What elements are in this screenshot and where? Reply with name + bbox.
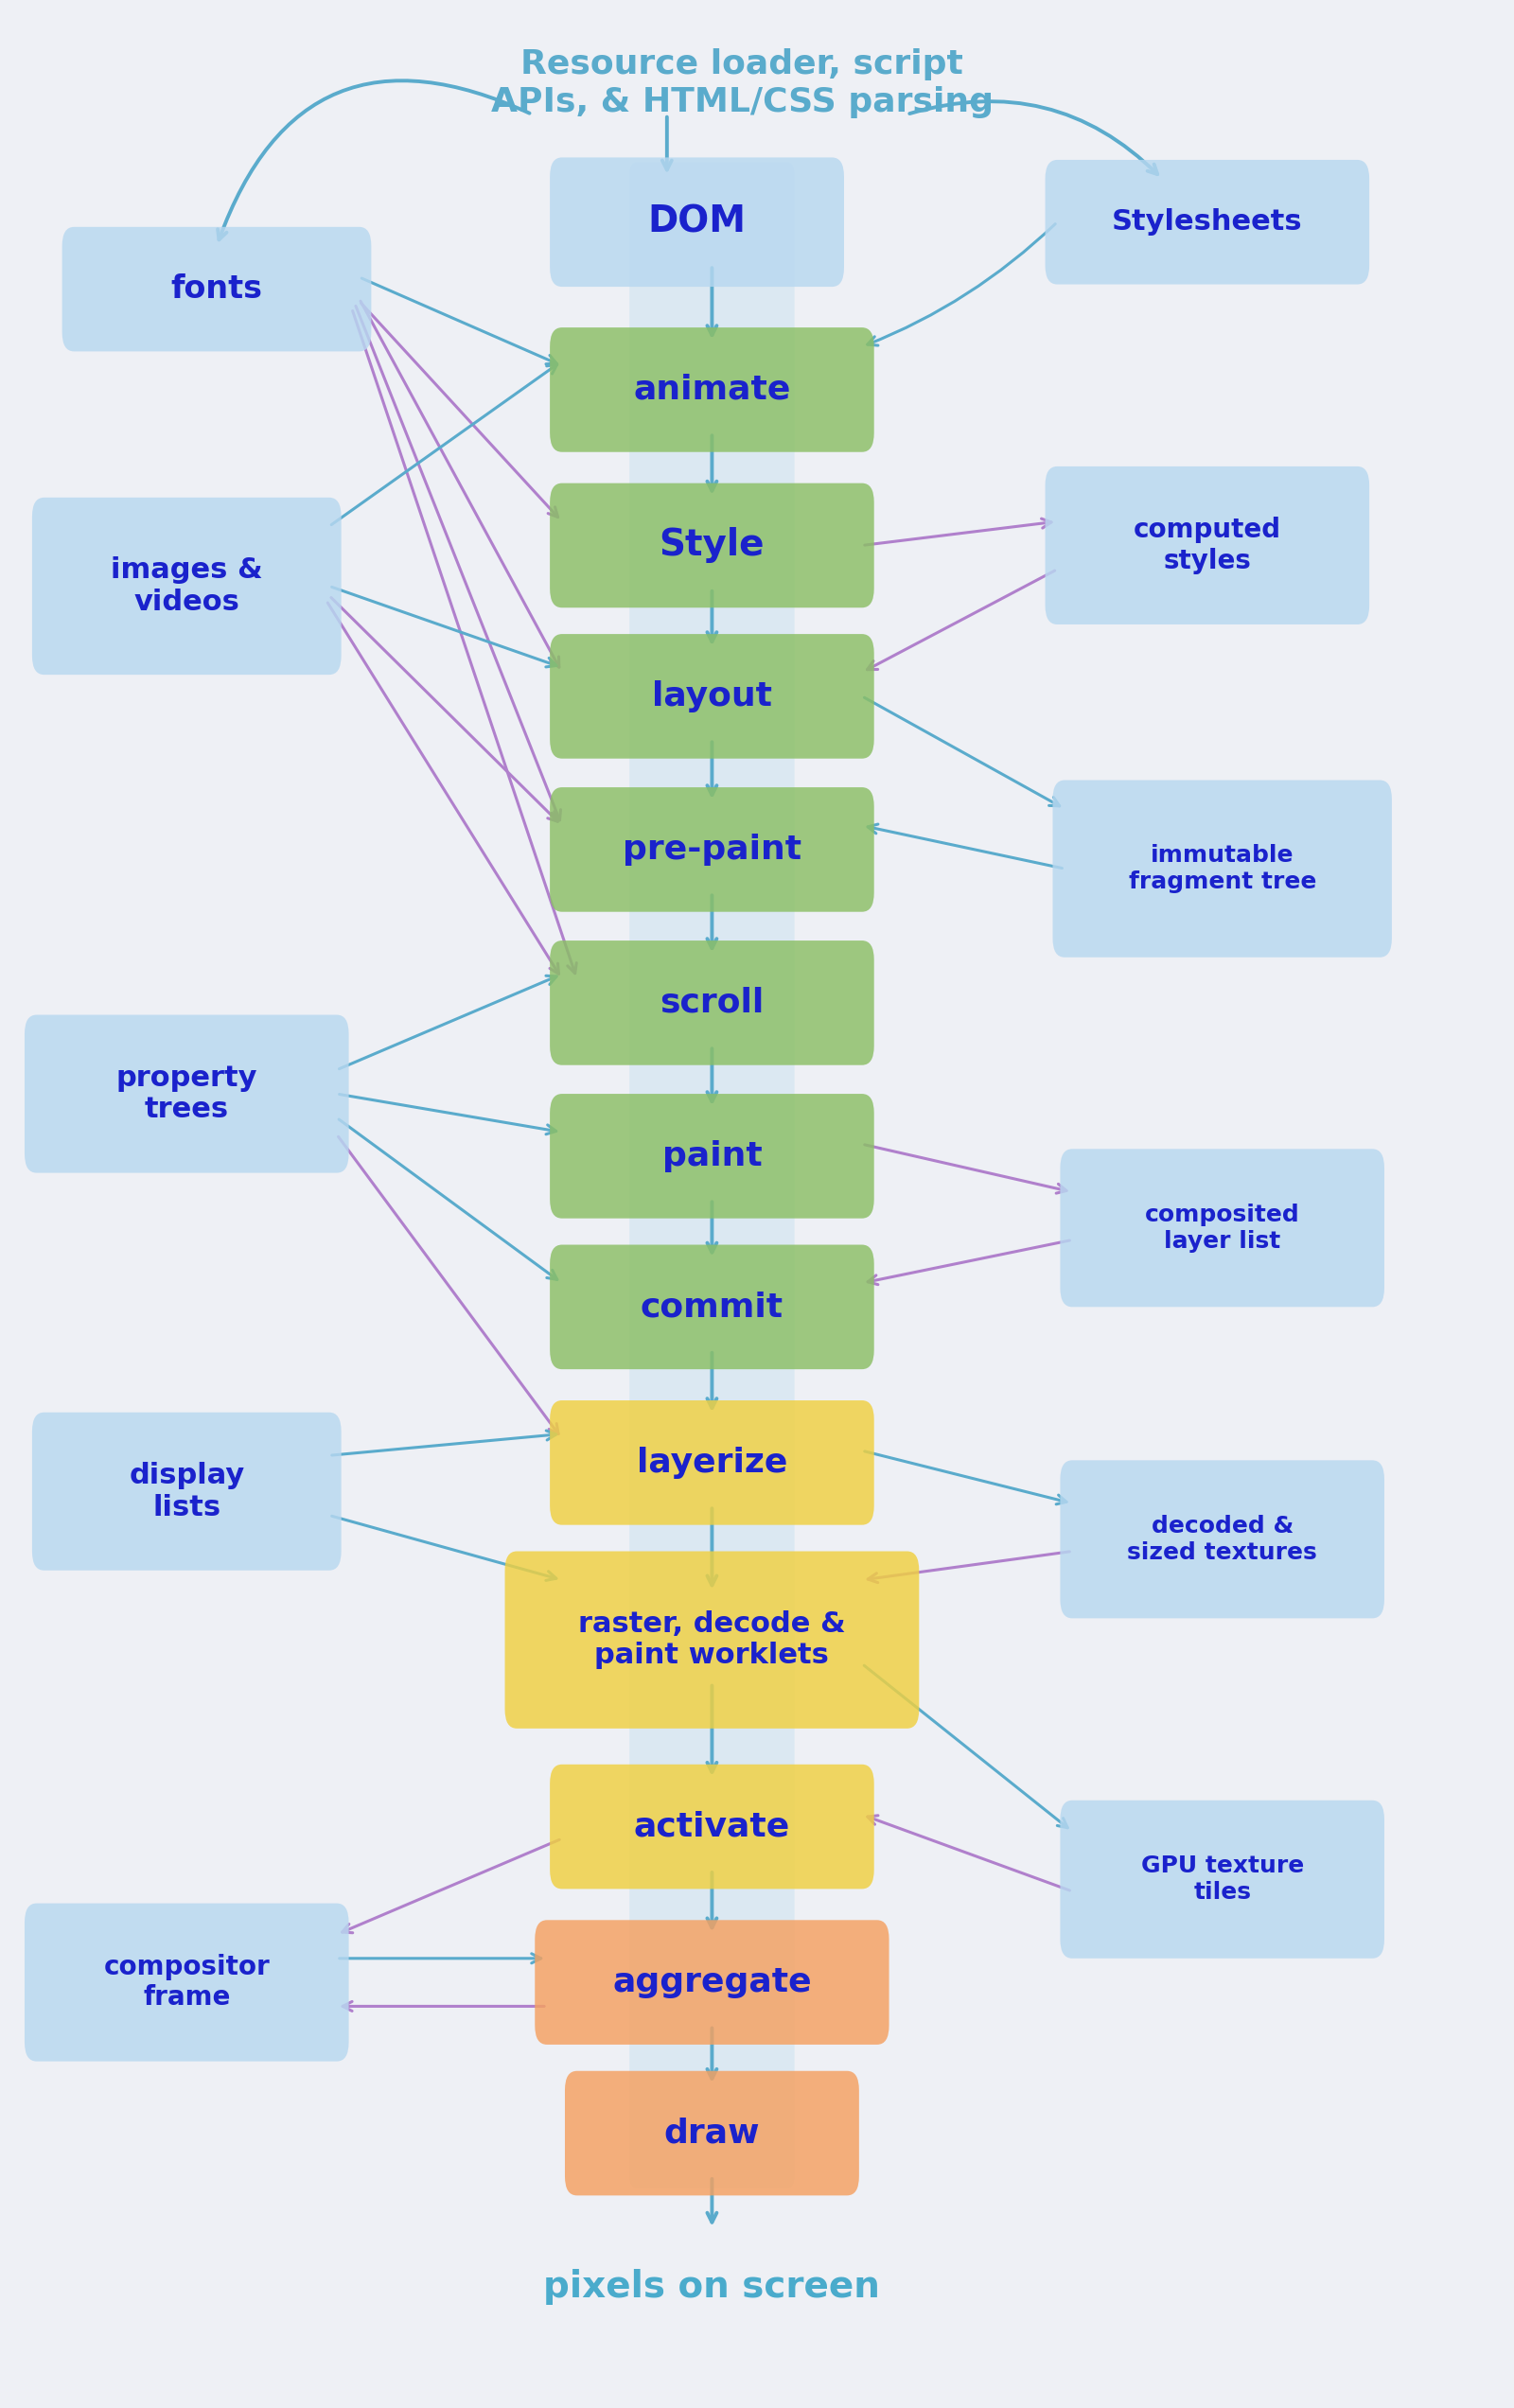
Text: animate: animate [633,373,790,407]
FancyBboxPatch shape [1052,780,1391,958]
FancyBboxPatch shape [62,226,371,352]
FancyBboxPatch shape [565,2071,858,2196]
FancyBboxPatch shape [550,787,874,913]
Text: pre-paint: pre-paint [622,833,801,864]
FancyBboxPatch shape [550,484,874,607]
Text: activate: activate [634,1811,790,1842]
FancyBboxPatch shape [630,161,795,2189]
FancyBboxPatch shape [550,1093,874,1218]
Text: pixels on screen: pixels on screen [544,2268,880,2304]
Text: aggregate: aggregate [612,1967,812,1999]
Text: layout: layout [653,679,772,713]
Text: scroll: scroll [660,987,765,1019]
FancyBboxPatch shape [550,1245,874,1370]
Text: decoded &
sized textures: decoded & sized textures [1128,1515,1317,1563]
FancyBboxPatch shape [534,1919,889,2044]
FancyBboxPatch shape [1045,467,1369,624]
FancyBboxPatch shape [550,942,874,1064]
Text: paint: paint [662,1139,762,1173]
Text: Resource loader, script
APIs, & HTML/CSS parsing: Resource loader, script APIs, & HTML/CSS… [491,48,993,118]
FancyBboxPatch shape [32,1413,341,1570]
FancyBboxPatch shape [550,633,874,759]
Text: GPU texture
tiles: GPU texture tiles [1140,1854,1304,1905]
Text: DOM: DOM [648,205,746,241]
Text: Style: Style [659,527,765,563]
Text: raster, decode &
paint worklets: raster, decode & paint worklets [578,1611,846,1669]
FancyBboxPatch shape [1060,1801,1384,1958]
Text: Stylesheets: Stylesheets [1111,209,1302,236]
Text: images &
videos: images & videos [111,556,262,616]
FancyBboxPatch shape [1045,159,1369,284]
Text: fonts: fonts [171,275,262,306]
FancyBboxPatch shape [24,1014,348,1173]
FancyBboxPatch shape [32,498,341,674]
Text: compositor
frame: compositor frame [103,1953,269,2011]
FancyBboxPatch shape [504,1551,919,1729]
Text: composited
layer list: composited layer list [1145,1204,1299,1252]
Text: immutable
fragment tree: immutable fragment tree [1128,845,1316,893]
FancyBboxPatch shape [1060,1149,1384,1308]
Text: computed
styles: computed styles [1134,518,1281,573]
Text: property
trees: property trees [117,1064,257,1125]
Text: commit: commit [640,1291,783,1322]
Text: layerize: layerize [636,1447,787,1479]
FancyBboxPatch shape [550,1401,874,1524]
FancyBboxPatch shape [550,327,874,453]
FancyBboxPatch shape [1060,1459,1384,1618]
FancyBboxPatch shape [550,1765,874,1888]
Text: draw: draw [665,2117,760,2150]
FancyBboxPatch shape [550,157,843,287]
FancyBboxPatch shape [24,1902,348,2061]
Text: display
lists: display lists [129,1462,245,1522]
